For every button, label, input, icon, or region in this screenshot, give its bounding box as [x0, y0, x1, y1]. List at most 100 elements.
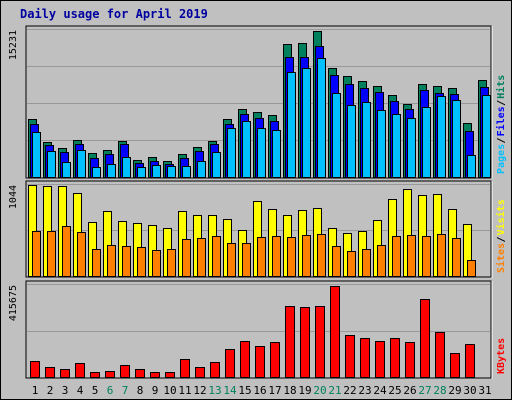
bar-kbytes [150, 372, 160, 378]
bar-pages [467, 155, 476, 178]
legend-files: Files [495, 106, 507, 136]
bar-kbytes [345, 335, 355, 378]
bar-pages [317, 58, 326, 178]
bar-pages [407, 118, 416, 178]
bar-sites [92, 249, 101, 277]
bar-kbytes [420, 299, 430, 378]
bar-kbytes [45, 367, 55, 378]
bar-pages [392, 114, 401, 178]
x-tick-label-day-29: 29 [448, 384, 461, 397]
bar-kbytes [315, 306, 325, 378]
x-tick-label-day-21: 21 [328, 384, 341, 397]
bar-pages [167, 166, 176, 178]
x-tick-label-day-30: 30 [463, 384, 476, 397]
bar-pages [227, 128, 236, 178]
bar-kbytes [165, 372, 175, 378]
x-tick-label-day-28: 28 [433, 384, 446, 397]
bar-sites [152, 250, 161, 277]
x-tick-label-day-24: 24 [373, 384, 387, 397]
x-tick-label-day-1: 1 [32, 384, 39, 397]
legend-visits: Visits [495, 199, 507, 235]
bar-sites [347, 251, 356, 277]
bar-kbytes [195, 367, 205, 378]
panel-3-ymax-label: 415675 [8, 285, 19, 321]
x-tick-label-day-7: 7 [122, 384, 129, 397]
x-tick-label-day-6: 6 [107, 384, 114, 397]
bar-pages [437, 96, 446, 178]
bar-sites [452, 238, 461, 277]
panel-2-ymax-label: 1044 [8, 185, 19, 209]
bar-pages [137, 167, 146, 178]
bar-sites [47, 231, 56, 277]
bar-sites [332, 246, 341, 277]
x-tick-label-day-10: 10 [163, 384, 176, 397]
x-tick-label-day-8: 8 [137, 384, 144, 397]
bar-pages [242, 121, 251, 178]
bar-pages [62, 162, 71, 178]
bar-pages [302, 68, 311, 178]
bar-sites [317, 234, 326, 277]
legend-separator: / [496, 236, 507, 242]
bar-sites [212, 236, 221, 277]
bar-pages [452, 100, 461, 178]
bar-sites [257, 237, 266, 277]
bar-kbytes [465, 344, 475, 378]
x-tick-label-day-19: 19 [298, 384, 311, 397]
bar-pages [362, 102, 371, 178]
x-tick-label-day-23: 23 [358, 384, 371, 397]
x-tick-label-day-18: 18 [283, 384, 296, 397]
bar-pages [482, 95, 491, 178]
legend-separator: / [496, 137, 507, 143]
bar-kbytes [75, 363, 85, 378]
bar-pages [347, 105, 356, 178]
x-tick-label-day-13: 13 [208, 384, 221, 397]
legend-sites: Sites [495, 243, 507, 273]
bar-pages [257, 128, 266, 178]
legend-hits: Hits [495, 75, 507, 99]
bar-pages [77, 150, 86, 178]
bar-sites [197, 238, 206, 277]
legend-pages: Pages [496, 144, 507, 174]
bar-kbytes [210, 362, 220, 378]
bar-kbytes [225, 349, 235, 378]
x-tick-label-day-25: 25 [388, 384, 401, 397]
bar-kbytes [180, 359, 190, 378]
bar-pages [107, 164, 116, 178]
x-tick-label-day-3: 3 [62, 384, 69, 397]
bar-sites [107, 245, 116, 277]
bar-kbytes [90, 372, 100, 378]
bar-kbytes [60, 369, 70, 378]
x-tick-label-day-12: 12 [193, 384, 206, 397]
x-tick-label-day-22: 22 [343, 384, 356, 397]
bar-sites [167, 249, 176, 277]
x-tick-label-day-14: 14 [223, 384, 237, 397]
bar-pages [377, 110, 386, 178]
bar-sites [62, 226, 71, 277]
legend-kbytes: KBytes [496, 338, 507, 374]
bar-sites [32, 231, 41, 277]
bar-pages [287, 72, 296, 178]
legend-separator: / [496, 100, 507, 106]
bar-sites [467, 260, 476, 277]
x-tick-label-day-17: 17 [268, 384, 281, 397]
bar-sites [77, 232, 86, 277]
bar-sites [287, 237, 296, 277]
bar-pages [182, 166, 191, 178]
x-tick-label-day-26: 26 [403, 384, 416, 397]
bar-pages [47, 151, 56, 178]
bar-pages [92, 167, 101, 178]
bar-kbytes [300, 307, 310, 378]
bar-kbytes [330, 286, 340, 378]
x-tick-label-day-15: 15 [238, 384, 251, 397]
x-tick-label-day-9: 9 [152, 384, 159, 397]
bar-kbytes [375, 341, 385, 378]
bar-sites [182, 239, 191, 277]
bar-sites [392, 236, 401, 277]
x-tick-label-day-20: 20 [313, 384, 326, 397]
bar-pages [272, 130, 281, 178]
bar-kbytes [360, 338, 370, 378]
bar-sites [137, 247, 146, 277]
bar-kbytes [285, 306, 295, 378]
bar-kbytes [450, 353, 460, 378]
x-tick-label-day-27: 27 [418, 384, 431, 397]
